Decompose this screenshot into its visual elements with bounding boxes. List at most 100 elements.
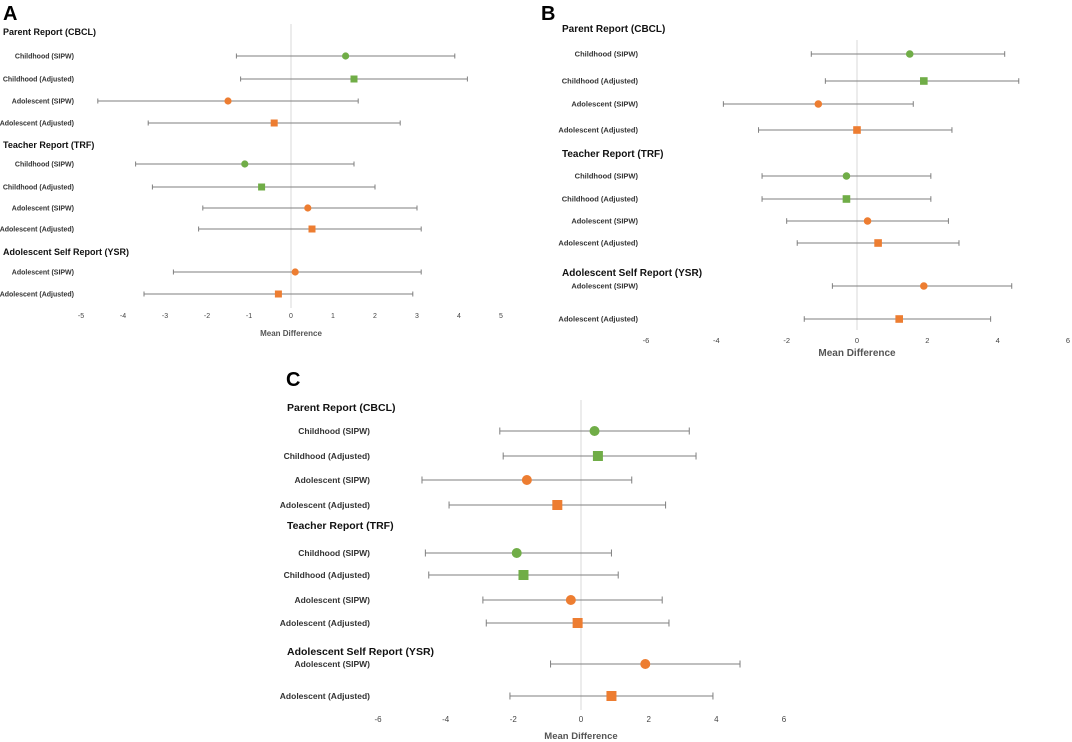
x-axis-title-c: Mean Difference xyxy=(544,731,617,742)
row-label: Adolescent (Adjusted) xyxy=(0,226,74,233)
row-label: Childhood (SIPW) xyxy=(15,161,74,168)
section-title: Adolescent Self Report (YSR) xyxy=(562,268,702,279)
x-tick-label: 4 xyxy=(714,715,719,724)
row-label: Childhood (Adjusted) xyxy=(284,570,371,580)
point-estimate-square xyxy=(874,239,882,247)
point-estimate-square xyxy=(606,691,617,701)
x-tick-label: -4 xyxy=(442,715,450,724)
row-label: Adolescent (SIPW) xyxy=(571,217,638,226)
row-label: Adolescent (Adjusted) xyxy=(280,618,370,628)
x-tick-label: 0 xyxy=(289,313,293,320)
row-label: Adolescent (SIPW) xyxy=(12,98,74,105)
point-estimate-square xyxy=(552,500,563,510)
x-tick-label: 2 xyxy=(646,715,651,724)
row-label: Childhood (SIPW) xyxy=(298,426,370,436)
point-estimate-circle xyxy=(589,426,600,436)
x-tick-label: -2 xyxy=(510,715,518,724)
point-estimate-circle xyxy=(224,97,232,105)
row-label: Childhood (Adjusted) xyxy=(3,76,74,83)
row-label: Childhood (Adjusted) xyxy=(562,195,639,204)
x-tick-label: -6 xyxy=(643,336,650,345)
x-tick-label: 1 xyxy=(331,313,335,320)
row-label: Adolescent (SIPW) xyxy=(294,475,370,485)
row-label: Childhood (SIPW) xyxy=(575,172,639,181)
row-label: Adolescent (Adjusted) xyxy=(0,291,74,298)
row-label: Childhood (Adjusted) xyxy=(284,451,371,461)
section-title: Adolescent Self Report (YSR) xyxy=(3,247,129,257)
x-axis-title-a: Mean Difference xyxy=(260,329,322,338)
row-label: Adolescent (SIPW) xyxy=(294,595,370,605)
x-tick-label: -3 xyxy=(162,313,168,320)
point-estimate-square xyxy=(842,195,851,203)
section-title: Parent Report (CBCL) xyxy=(3,27,96,37)
point-estimate-square xyxy=(258,183,266,191)
point-estimate-circle xyxy=(863,217,872,225)
point-estimate-circle xyxy=(565,595,576,605)
x-tick-label: -5 xyxy=(78,313,84,320)
section-title: Parent Report (CBCL) xyxy=(287,402,396,414)
x-tick-label: 6 xyxy=(782,715,787,724)
row-label: Childhood (Adjusted) xyxy=(562,77,639,86)
section-title: Teacher Report (TRF) xyxy=(3,140,94,150)
row-label: Adolescent (Adjusted) xyxy=(558,239,638,248)
row-label: Adolescent (SIPW) xyxy=(12,205,74,212)
panel-letter-c: C xyxy=(286,369,300,391)
point-estimate-square xyxy=(518,570,529,580)
point-estimate-circle xyxy=(241,160,249,168)
row-label: Adolescent (Adjusted) xyxy=(0,120,74,127)
row-label: Adolescent (SIPW) xyxy=(571,100,638,109)
point-estimate-circle xyxy=(511,548,522,558)
row-label: Childhood (SIPW) xyxy=(15,53,74,60)
x-tick-label: -2 xyxy=(783,336,790,345)
x-tick-label: 6 xyxy=(1066,336,1070,345)
row-label: Childhood (SIPW) xyxy=(575,50,639,59)
point-estimate-circle xyxy=(905,50,914,58)
point-estimate-square xyxy=(592,451,603,461)
point-estimate-square xyxy=(572,618,583,628)
point-estimate-square xyxy=(308,225,316,233)
point-estimate-circle xyxy=(814,100,823,108)
x-tick-label: -1 xyxy=(246,313,252,320)
section-title: Parent Report (CBCL) xyxy=(562,24,665,35)
point-estimate-square xyxy=(350,75,358,83)
point-estimate-square xyxy=(895,315,903,323)
point-estimate-circle xyxy=(521,475,532,485)
panel-letter-a: A xyxy=(3,3,17,25)
x-tick-label: 5 xyxy=(499,313,503,320)
row-label: Adolescent (Adjusted) xyxy=(280,691,370,701)
x-tick-label: 4 xyxy=(996,336,1000,345)
point-estimate-square xyxy=(853,126,861,134)
section-title: Adolescent Self Report (YSR) xyxy=(287,646,434,658)
point-estimate-circle xyxy=(342,52,350,60)
x-tick-label: 0 xyxy=(855,336,859,345)
x-tick-label: 0 xyxy=(579,715,584,724)
x-tick-label: 2 xyxy=(373,313,377,320)
row-label: Adolescent (SIPW) xyxy=(571,282,638,291)
row-label: Childhood (SIPW) xyxy=(298,548,370,558)
point-estimate-circle xyxy=(842,172,851,180)
point-estimate-square xyxy=(270,119,278,127)
point-estimate-square xyxy=(920,77,928,85)
point-estimate-circle xyxy=(920,282,928,290)
x-tick-label: 3 xyxy=(415,313,419,320)
panel-letter-b: B xyxy=(541,3,555,25)
x-tick-label: 4 xyxy=(457,313,461,320)
row-label: Adolescent (SIPW) xyxy=(294,659,370,669)
section-title: Teacher Report (TRF) xyxy=(562,149,664,160)
row-label: Adolescent (Adjusted) xyxy=(280,500,370,510)
point-estimate-square xyxy=(274,290,282,298)
row-label: Childhood (Adjusted) xyxy=(3,184,74,191)
row-label: Adolescent (SIPW) xyxy=(12,269,74,276)
x-axis-title-b: Mean Difference xyxy=(818,348,896,359)
x-tick-label: -2 xyxy=(204,313,210,320)
x-tick-label: -4 xyxy=(713,336,720,345)
row-label: Adolescent (Adjusted) xyxy=(558,315,638,324)
x-tick-label: -6 xyxy=(374,715,382,724)
point-estimate-circle xyxy=(304,204,312,212)
point-estimate-circle xyxy=(640,659,651,669)
section-title: Teacher Report (TRF) xyxy=(287,520,394,532)
point-estimate-circle xyxy=(291,268,299,276)
row-label: Adolescent (Adjusted) xyxy=(558,126,638,135)
x-tick-label: -4 xyxy=(120,313,126,320)
